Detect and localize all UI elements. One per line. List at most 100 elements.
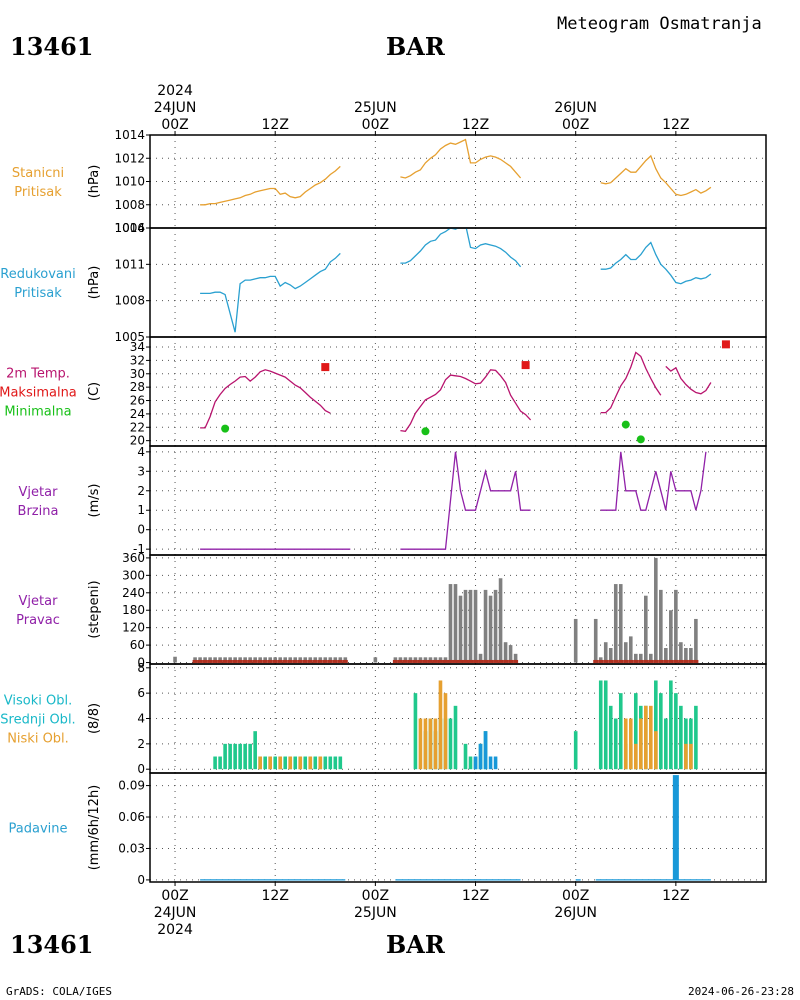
x-tick-label-top: 12Z: [662, 117, 689, 133]
bar: [238, 657, 242, 663]
series-line: [200, 252, 341, 333]
y-tick-label: 1014: [114, 128, 145, 142]
y-tick-label: 180: [122, 603, 145, 617]
calm-marker: [222, 659, 228, 663]
x-tick-label-top: 00Z: [161, 117, 188, 133]
y-tick-label: 0.03: [118, 841, 145, 855]
calm-marker: [608, 659, 614, 663]
timestamp-text: 2024-06-26-23:28: [688, 985, 794, 998]
calm-marker: [463, 659, 469, 663]
bar: [253, 657, 257, 663]
y-tick-label: 1005: [114, 330, 145, 344]
bar: [598, 657, 603, 663]
calm-marker: [292, 659, 298, 663]
bar: [689, 648, 693, 663]
panel-label: Srednji Obl.: [0, 713, 75, 728]
bar: [333, 657, 338, 663]
calm-marker: [427, 659, 433, 663]
bar: [313, 657, 318, 663]
bar: [488, 595, 493, 663]
max-temp-marker: [721, 340, 730, 349]
series-line: [200, 369, 331, 429]
calm-marker: [257, 659, 263, 663]
calm-marker: [307, 659, 313, 663]
y-tick-label: 34: [130, 340, 145, 354]
calm-marker: [267, 659, 273, 663]
panel-label: Vjetar: [19, 485, 59, 500]
bar: [173, 656, 177, 663]
y-tick-label: 0.09: [118, 779, 145, 793]
bar: [573, 731, 578, 770]
bar: [618, 693, 623, 770]
panel-label: Padavine: [9, 822, 68, 837]
panel-label: Minimalna: [4, 405, 71, 420]
bar: [598, 680, 603, 770]
x-tick-label-top: 00Z: [362, 117, 389, 133]
y-tick-label: 1011: [114, 257, 145, 271]
bar: [473, 756, 478, 770]
y-tick-label: 1: [137, 503, 145, 517]
bar: [438, 657, 443, 663]
y-tick-label: 4: [137, 712, 145, 726]
bar: [503, 642, 508, 663]
bar: [228, 743, 232, 770]
series-line: [600, 154, 712, 197]
y-tick-label: 300: [122, 568, 145, 582]
panel-data: [200, 775, 711, 881]
bar: [628, 718, 633, 770]
bar: [638, 653, 643, 663]
panel-frame: [149, 663, 767, 774]
panel-frame: [149, 554, 767, 665]
y-tick-label: 60: [130, 638, 145, 652]
y-axis-label: (8/8): [87, 703, 102, 734]
calm-marker: [513, 659, 519, 663]
calm-marker: [302, 659, 308, 663]
bar: [258, 657, 262, 663]
y-axis-label: (hPa): [87, 165, 102, 199]
panel-frame: [149, 336, 767, 447]
y-tick-label: 1006: [114, 221, 145, 235]
bar: [628, 636, 633, 663]
min-temp-marker: [621, 420, 630, 429]
panel-pravac: 0 60 120 180 240 300 360 (stepeni) Vjetar Pravac: [16, 551, 767, 670]
bar: [453, 584, 458, 663]
x-date-label-top: 24JUN: [154, 100, 197, 116]
station-number-bottom: 13461: [10, 930, 94, 959]
bar: [413, 693, 418, 770]
chart-title: Meteogram Osmatranja: [557, 14, 762, 34]
bar: [478, 653, 483, 663]
series-line: [400, 228, 522, 268]
bar: [273, 657, 278, 663]
bar: [213, 756, 217, 770]
calm-marker: [488, 659, 494, 663]
bar: [253, 731, 257, 770]
calm-marker: [422, 659, 428, 663]
bar: [198, 657, 202, 663]
bar: [672, 775, 679, 880]
bar: [408, 657, 413, 663]
calm-marker: [668, 659, 674, 663]
y-tick-label: 26: [130, 394, 145, 408]
bar: [468, 756, 473, 770]
bar: [483, 731, 488, 770]
calm-marker: [593, 659, 599, 663]
y-tick-label: 20: [130, 434, 145, 448]
calm-marker: [678, 659, 684, 663]
bar: [293, 657, 298, 663]
calm-marker: [508, 659, 514, 663]
calm-marker: [327, 659, 333, 663]
panel-oblaci: 0 2 4 6 8 (8/8) Visoki Obl. Srednji Obl. Niski O…: [0, 661, 767, 776]
calm-marker: [468, 659, 474, 663]
bar: [633, 653, 638, 663]
bar: [263, 657, 267, 663]
x-date-label-top: 25JUN: [354, 100, 397, 116]
bar: [423, 657, 428, 663]
bar: [473, 589, 478, 663]
y-tick-label: 0: [137, 873, 145, 887]
x-tick-label-bottom: 12Z: [462, 888, 489, 904]
calm-marker: [503, 659, 509, 663]
y-tick-label: 6: [137, 686, 145, 700]
calm-marker: [252, 659, 258, 663]
bar: [228, 657, 232, 663]
